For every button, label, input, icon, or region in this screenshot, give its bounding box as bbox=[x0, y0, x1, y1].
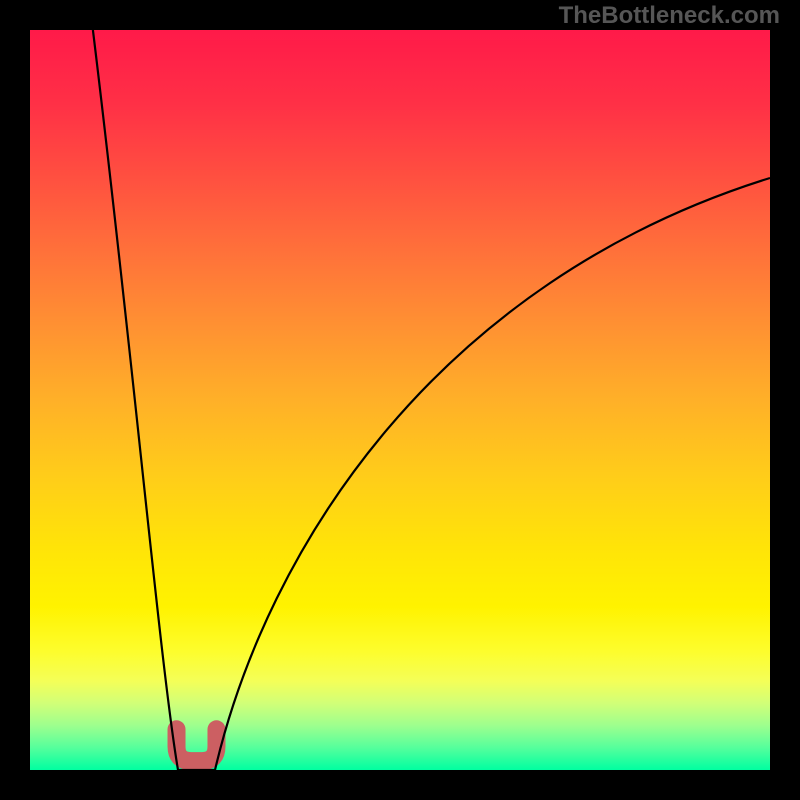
bottleneck-curve bbox=[93, 30, 770, 770]
chart-overlay bbox=[0, 0, 800, 800]
trough-marker bbox=[177, 729, 217, 761]
watermark-text: TheBottleneck.com bbox=[559, 2, 780, 30]
